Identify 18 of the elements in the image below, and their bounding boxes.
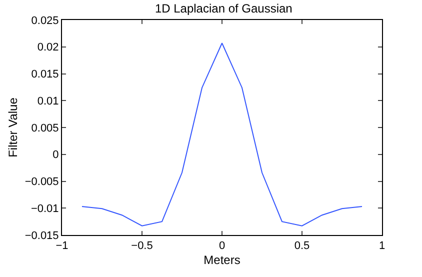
chart-title: 1D Laplacian of Gaussian bbox=[154, 2, 292, 16]
x-tick-label: −0.5 bbox=[131, 240, 153, 252]
y-tick-label: 0.01 bbox=[37, 95, 59, 108]
x-tick-label: 0 bbox=[218, 240, 226, 252]
x-tick-label: 1 bbox=[378, 240, 386, 252]
y-tick-label: 0.015 bbox=[31, 68, 59, 81]
line-series bbox=[82, 42, 362, 226]
y-tick-label: 0.005 bbox=[31, 122, 59, 134]
x-tick-label: −1 bbox=[56, 240, 68, 252]
y-tick-label: 0 bbox=[52, 149, 59, 162]
y-tick-label: 0.02 bbox=[37, 42, 59, 54]
x-axis-title: Meters bbox=[204, 253, 240, 268]
y-tick-label: −0.01 bbox=[30, 202, 59, 215]
y-tick-label: 0.025 bbox=[31, 14, 59, 27]
y-axis-title: Filter Value bbox=[6, 97, 20, 158]
y-tick-label: −0.005 bbox=[24, 176, 59, 188]
x-tick-label: 0.5 bbox=[294, 240, 310, 252]
y-tick-label: −0.015 bbox=[24, 230, 59, 242]
